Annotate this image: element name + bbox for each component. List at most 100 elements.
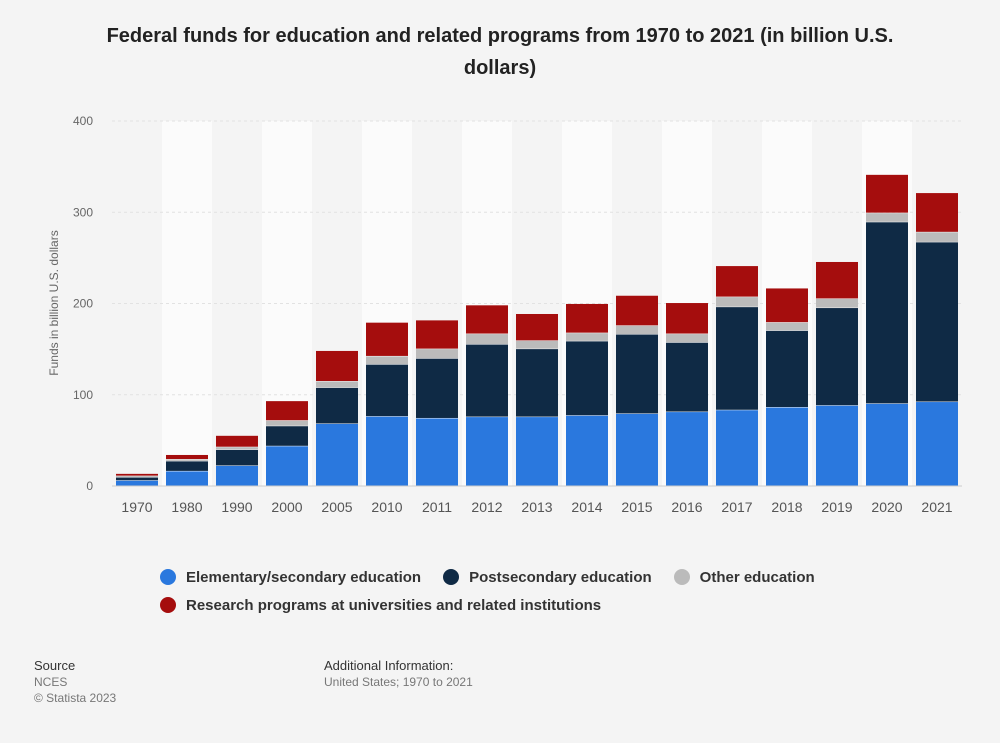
legend-swatch (160, 597, 176, 613)
bar-segment[interactable] (816, 298, 858, 308)
bar-segment[interactable] (716, 297, 758, 307)
x-tick-label: 2016 (671, 499, 702, 515)
x-tick-label: 1980 (171, 499, 202, 515)
x-tick-label: 2005 (321, 499, 352, 515)
bar-segment[interactable] (566, 415, 608, 486)
bar-segment[interactable] (316, 423, 358, 486)
x-tick-label: 2010 (371, 499, 402, 515)
bar-segment[interactable] (416, 418, 458, 486)
x-tick-label: 2021 (921, 499, 952, 515)
bar-segment[interactable] (716, 307, 758, 410)
bar-segment[interactable] (116, 477, 158, 481)
source-name[interactable]: NCES (34, 675, 68, 689)
bar-segment[interactable] (766, 322, 808, 331)
bar-segment[interactable] (166, 471, 208, 486)
bar-segment[interactable] (516, 340, 558, 349)
bar-segment[interactable] (516, 349, 558, 417)
bar-segment[interactable] (666, 334, 708, 343)
bar-segment[interactable] (266, 426, 308, 446)
bar-segment[interactable] (216, 447, 258, 450)
x-tick-label: 2019 (821, 499, 852, 515)
bar-segment[interactable] (266, 420, 308, 426)
bar-segment[interactable] (566, 333, 608, 341)
y-tick-label: 0 (86, 479, 93, 493)
legend-label: Research programs at universities and re… (186, 596, 602, 614)
legend-item[interactable]: Other education (673, 569, 815, 586)
bar-segment[interactable] (366, 364, 408, 417)
bar-segment[interactable] (666, 412, 708, 486)
legend-swatch (443, 569, 460, 585)
bar-segment[interactable] (566, 341, 608, 416)
bar-segment[interactable] (866, 222, 908, 404)
bar-segment[interactable] (816, 308, 858, 406)
bar-segment[interactable] (916, 242, 958, 402)
bar-segment[interactable] (216, 465, 258, 486)
legend-item[interactable]: Postsecondary education (443, 569, 652, 586)
bar-segment[interactable] (716, 266, 758, 297)
legend-item[interactable]: Elementary/secondary education (160, 569, 421, 586)
bar-segment[interactable] (716, 410, 758, 486)
bar-segment[interactable] (616, 325, 658, 335)
bar-segment[interactable] (416, 320, 458, 349)
bar-segment[interactable] (666, 342, 708, 412)
bar-segment[interactable] (466, 305, 508, 334)
bar-segment[interactable] (566, 303, 608, 333)
bar-segment[interactable] (366, 416, 408, 486)
bar-segment[interactable] (366, 356, 408, 365)
bar-segment[interactable] (166, 461, 208, 471)
bar-segment[interactable] (616, 413, 658, 486)
x-tick-label: 1990 (221, 499, 252, 515)
bar-segment[interactable] (916, 193, 958, 232)
bar-segment[interactable] (866, 174, 908, 213)
bar-segment[interactable] (416, 349, 458, 359)
bar-segment[interactable] (466, 334, 508, 345)
bar-segment[interactable] (416, 358, 458, 418)
x-tick-label: 2012 (471, 499, 502, 515)
x-tick-label: 2020 (871, 499, 902, 515)
bar-segment[interactable] (866, 213, 908, 222)
bar-segment[interactable] (766, 407, 808, 486)
bar-segment[interactable] (116, 480, 158, 486)
source-heading: Source (34, 658, 76, 673)
legend-item[interactable]: Research programs at universities and re… (160, 597, 601, 614)
bar-segment[interactable] (216, 435, 258, 447)
bar-segment[interactable] (766, 330, 808, 408)
bar-segment[interactable] (516, 417, 558, 486)
bar-segment[interactable] (316, 387, 358, 424)
copyright[interactable]: © Statista 2023 (34, 691, 117, 705)
bar-segment[interactable] (916, 232, 958, 242)
additional-info-block: Additional Information: United States; 1… (324, 658, 473, 690)
bar-segment[interactable] (116, 476, 158, 478)
bar-segment[interactable] (316, 381, 358, 388)
x-tick-label: 2013 (521, 499, 552, 515)
bar-segment[interactable] (616, 295, 658, 326)
y-tick-label: 200 (73, 297, 93, 311)
x-tick-label: 1970 (121, 499, 152, 515)
bar-segment[interactable] (916, 402, 958, 486)
legend-label: Elementary/secondary education (186, 568, 422, 586)
source-block: Source NCES © Statista 2023 (34, 658, 116, 706)
bar-segment[interactable] (466, 344, 508, 417)
legend-swatch (673, 569, 690, 585)
bar-segment[interactable] (516, 313, 558, 341)
x-tick-label: 2018 (771, 499, 802, 515)
bar-segment[interactable] (266, 446, 308, 486)
bar-segment[interactable] (166, 454, 208, 460)
bar-segment[interactable] (366, 322, 408, 356)
x-tick-label: 2000 (271, 499, 302, 515)
bar-segment[interactable] (766, 288, 808, 323)
bar-segment[interactable] (666, 303, 708, 334)
bar-segment[interactable] (116, 473, 158, 476)
bar-segment[interactable] (466, 417, 508, 486)
bar-segment[interactable] (866, 403, 908, 486)
bar-segment[interactable] (316, 350, 358, 382)
y-tick-label: 400 (73, 114, 93, 128)
bar-segment[interactable] (166, 459, 208, 461)
chart-area: 0 100 200 300 400 1970 1980 1990 2000 2005 2010 20… (47, 114, 962, 515)
bar-segment[interactable] (266, 401, 308, 421)
bar-segment[interactable] (816, 405, 858, 486)
x-tick-label: 2017 (721, 499, 752, 515)
bar-segment[interactable] (816, 261, 858, 299)
bar-segment[interactable] (616, 334, 658, 414)
bar-segment[interactable] (216, 449, 258, 466)
